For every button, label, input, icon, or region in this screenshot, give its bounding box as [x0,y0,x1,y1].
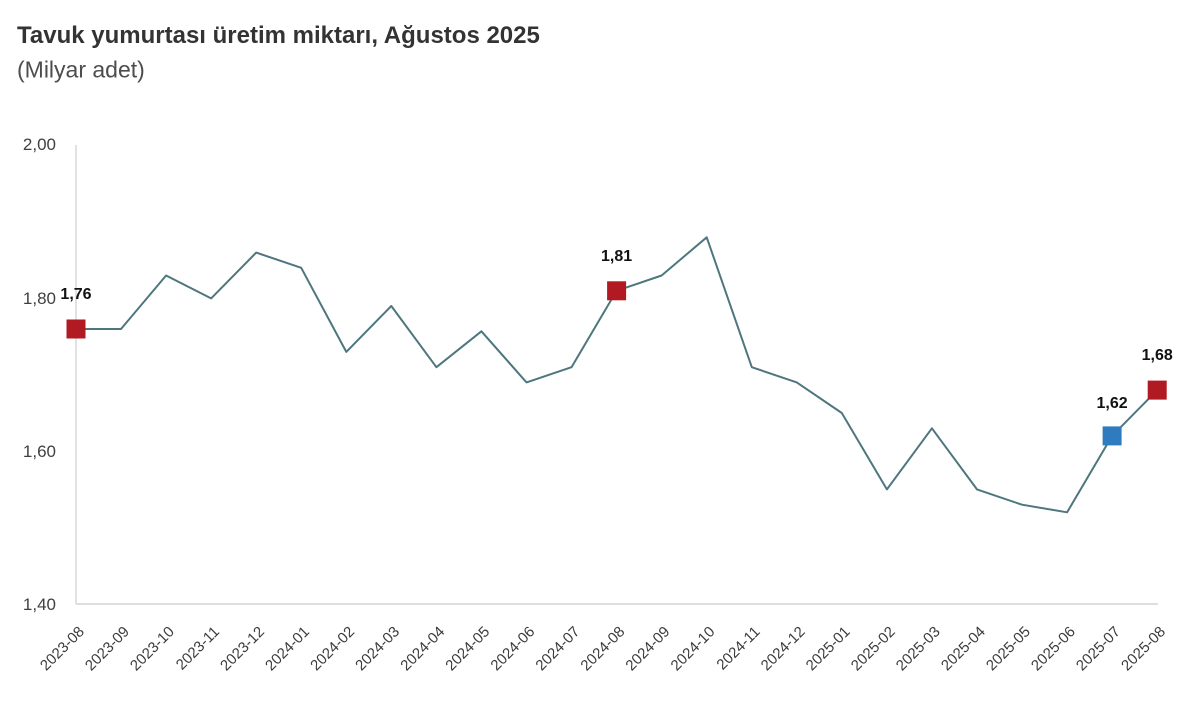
svg-text:2023-09: 2023-09 [82,623,133,674]
svg-text:2023-11: 2023-11 [173,623,223,673]
svg-text:1,40: 1,40 [23,595,56,614]
svg-text:2024-04: 2024-04 [397,623,448,674]
svg-text:2024-11: 2024-11 [713,623,763,673]
svg-text:1,60: 1,60 [23,442,56,461]
svg-text:2023-12: 2023-12 [217,623,268,674]
svg-text:2024-07: 2024-07 [532,623,583,674]
svg-text:2024-06: 2024-06 [487,623,538,674]
svg-text:2025-02: 2025-02 [848,623,899,674]
svg-text:2024-01: 2024-01 [262,623,313,674]
svg-text:2023-10: 2023-10 [127,623,178,674]
svg-text:1,81: 1,81 [601,248,632,265]
svg-text:2023-08: 2023-08 [37,623,88,674]
svg-text:1,80: 1,80 [23,289,56,308]
svg-text:2024-03: 2024-03 [352,623,403,674]
svg-text:2024-10: 2024-10 [668,623,719,674]
svg-text:2025-01: 2025-01 [803,623,854,674]
svg-text:1,62: 1,62 [1097,395,1128,412]
svg-text:2024-05: 2024-05 [442,623,493,674]
svg-text:2024-02: 2024-02 [307,623,358,674]
svg-text:(Milyar adet): (Milyar adet) [17,57,145,83]
svg-text:2025-06: 2025-06 [1028,623,1079,674]
svg-text:2024-09: 2024-09 [622,623,673,674]
svg-text:1,68: 1,68 [1142,347,1173,364]
svg-text:2025-08: 2025-08 [1118,623,1169,674]
svg-text:2024-12: 2024-12 [758,623,809,674]
svg-text:2024-08: 2024-08 [577,623,628,674]
svg-text:1,76: 1,76 [60,286,91,303]
svg-text:2025-05: 2025-05 [983,623,1034,674]
svg-text:2,00: 2,00 [23,135,56,154]
svg-text:Tavuk yumurtası üretim miktarı: Tavuk yumurtası üretim miktarı, Ağustos … [17,22,540,49]
svg-text:2025-04: 2025-04 [938,623,989,674]
svg-text:2025-03: 2025-03 [893,623,944,674]
svg-text:2025-07: 2025-07 [1073,623,1124,674]
